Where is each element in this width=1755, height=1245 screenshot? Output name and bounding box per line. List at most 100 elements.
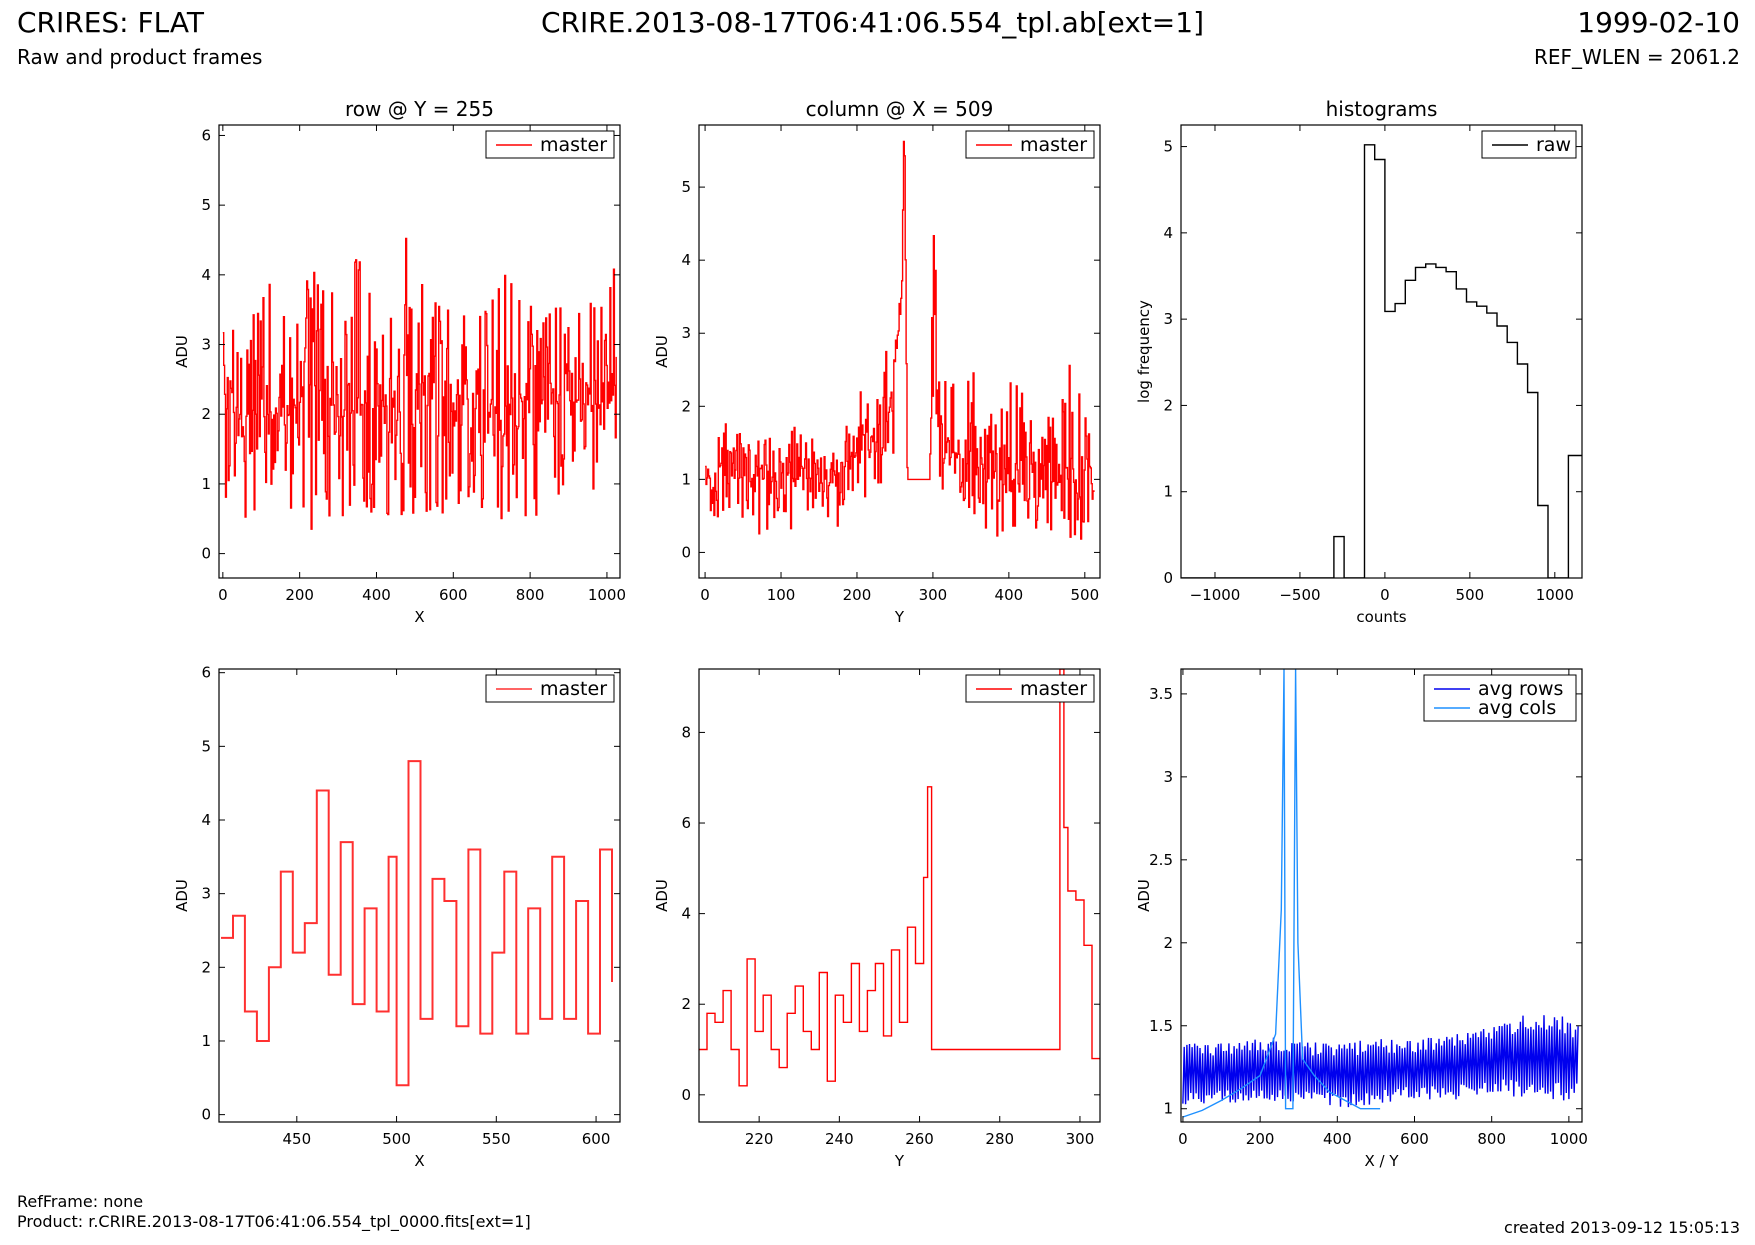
chart-title: column @ X = 509 bbox=[806, 97, 994, 121]
y-tick-label: 2 bbox=[1163, 396, 1173, 414]
x-axis-label: X / Y bbox=[1364, 1152, 1399, 1170]
y-tick-label: 8 bbox=[681, 723, 691, 741]
series-raw bbox=[1181, 144, 1582, 578]
x-tick-label: 0 bbox=[700, 586, 710, 604]
series-line bbox=[705, 140, 1095, 540]
y-tick-label: 6 bbox=[201, 664, 211, 682]
chart-title: histograms bbox=[1326, 97, 1438, 121]
y-tick-label: 2 bbox=[681, 397, 691, 415]
x-tick-label: 300 bbox=[1066, 1130, 1095, 1148]
x-tick-label: 400 bbox=[362, 586, 391, 604]
y-tick-label: 3 bbox=[201, 336, 211, 354]
x-tick-label: 500 bbox=[382, 1130, 411, 1148]
y-tick-label: 3 bbox=[1163, 310, 1173, 328]
legend-label: master bbox=[540, 134, 607, 156]
report-title: CRIRES: FLAT bbox=[17, 6, 204, 39]
series-avg-rows bbox=[1182, 1015, 1579, 1108]
x-axis-label: counts bbox=[1356, 608, 1406, 626]
x-tick-label: 500 bbox=[1456, 586, 1485, 604]
refframe-label: RefFrame: none bbox=[17, 1192, 144, 1211]
legend: master bbox=[965, 674, 1095, 703]
plot-frame bbox=[1180, 668, 1583, 1123]
x-tick-label: 260 bbox=[905, 1130, 934, 1148]
plot-frame bbox=[698, 668, 1101, 1123]
plot-frame bbox=[1180, 124, 1583, 579]
legend: master bbox=[485, 130, 615, 159]
y-tick-label: 5 bbox=[201, 196, 211, 214]
y-tick-label: 0 bbox=[201, 545, 211, 563]
y-axis-label: log frequency bbox=[1135, 300, 1153, 403]
x-tick-label: 1000 bbox=[1536, 586, 1574, 604]
legend: master bbox=[965, 130, 1095, 159]
plot-frame bbox=[698, 124, 1101, 579]
ref-wlen: REF_WLEN = 2061.2 bbox=[1533, 45, 1740, 69]
y-tick-label: 0 bbox=[681, 543, 691, 561]
x-tick-label: 240 bbox=[825, 1130, 854, 1148]
series-master bbox=[222, 237, 617, 530]
chart-panel-1: 0 200 400 600 800 1000 0 1 2 3 4 5 6 row @ Y = 255 X AD… bbox=[173, 97, 626, 626]
series-line bbox=[1182, 1015, 1579, 1108]
y-axis-label: ADU bbox=[653, 335, 671, 368]
y-tick-label: 6 bbox=[681, 814, 691, 832]
x-tick-label: 400 bbox=[995, 586, 1024, 604]
series-line bbox=[222, 237, 617, 530]
x-tick-label: 0 bbox=[1178, 1130, 1188, 1148]
legend-label: master bbox=[540, 678, 607, 700]
y-tick-label: 2.5 bbox=[1149, 851, 1173, 869]
chart-panel-2: 0 100 200 300 400 500 0 1 2 3 4 5 column @ X = 509 Y A… bbox=[653, 97, 1101, 626]
report-date: 1999-02-10 bbox=[1577, 6, 1740, 39]
y-tick-label: 1 bbox=[681, 470, 691, 488]
series-master bbox=[221, 760, 613, 1087]
x-tick-label: 280 bbox=[985, 1130, 1014, 1148]
x-tick-label: 550 bbox=[482, 1130, 511, 1148]
series-line bbox=[1181, 144, 1582, 578]
y-tick-label: 3 bbox=[681, 324, 691, 342]
plot-frame bbox=[218, 668, 621, 1123]
series-line bbox=[1182, 669, 1381, 1118]
legend-label: avg cols bbox=[1478, 697, 1556, 719]
legend-label: master bbox=[1020, 134, 1087, 156]
created-label: created 2013-09-12 15:05:13 bbox=[1504, 1218, 1740, 1237]
x-tick-label: 600 bbox=[582, 1130, 611, 1148]
y-tick-label: 5 bbox=[681, 178, 691, 196]
file-name: CRIRE.2013-08-17T06:41:06.554_tpl.ab[ext… bbox=[541, 6, 1205, 39]
y-tick-label: 1 bbox=[201, 1032, 211, 1050]
x-tick-label: 800 bbox=[1477, 1130, 1506, 1148]
y-tick-label: 4 bbox=[201, 266, 211, 284]
x-axis-label: Y bbox=[894, 1152, 905, 1170]
y-axis-label: ADU bbox=[1135, 879, 1153, 912]
x-tick-label: 500 bbox=[1070, 586, 1099, 604]
y-tick-label: 2 bbox=[201, 958, 211, 976]
y-axis-label: ADU bbox=[173, 879, 191, 912]
y-tick-label: 1 bbox=[201, 475, 211, 493]
x-tick-label: 1000 bbox=[1550, 1130, 1588, 1148]
legend-label: raw bbox=[1536, 134, 1571, 156]
y-tick-label: 0 bbox=[681, 1086, 691, 1104]
x-tick-label: 600 bbox=[1400, 1130, 1429, 1148]
chart-panel-6: 0 200 400 600 800 1000 1 1.5 2 2.5 3 3.5 X / Y ADU avg… bbox=[1135, 668, 1588, 1170]
x-tick-label: 200 bbox=[1246, 1130, 1275, 1148]
legend-label: master bbox=[1020, 678, 1087, 700]
series-master bbox=[699, 669, 1100, 1087]
legend: master bbox=[485, 674, 615, 703]
x-tick-label: −500 bbox=[1279, 586, 1320, 604]
legend-label: avg rows bbox=[1478, 678, 1563, 700]
x-tick-label: 0 bbox=[218, 586, 228, 604]
x-tick-label: −1000 bbox=[1190, 586, 1241, 604]
y-tick-label: 3 bbox=[1163, 768, 1173, 786]
report-subtitle: Raw and product frames bbox=[17, 45, 263, 69]
x-axis-label: Y bbox=[894, 608, 905, 626]
series-master bbox=[705, 140, 1095, 540]
y-tick-label: 1 bbox=[1163, 1100, 1173, 1118]
y-tick-label: 5 bbox=[1163, 138, 1173, 156]
x-tick-label: 100 bbox=[767, 586, 796, 604]
y-tick-label: 3 bbox=[201, 885, 211, 903]
y-axis-label: ADU bbox=[653, 879, 671, 912]
y-tick-label: 2 bbox=[1163, 934, 1173, 952]
legend: raw bbox=[1481, 130, 1577, 159]
x-tick-label: 1000 bbox=[588, 586, 626, 604]
chart-title: row @ Y = 255 bbox=[345, 97, 494, 121]
y-tick-label: 4 bbox=[681, 251, 691, 269]
chart-panel-4: 450 500 550 600 0 1 2 3 4 5 6 X ADU master bbox=[173, 664, 621, 1170]
y-tick-label: 5 bbox=[201, 737, 211, 755]
